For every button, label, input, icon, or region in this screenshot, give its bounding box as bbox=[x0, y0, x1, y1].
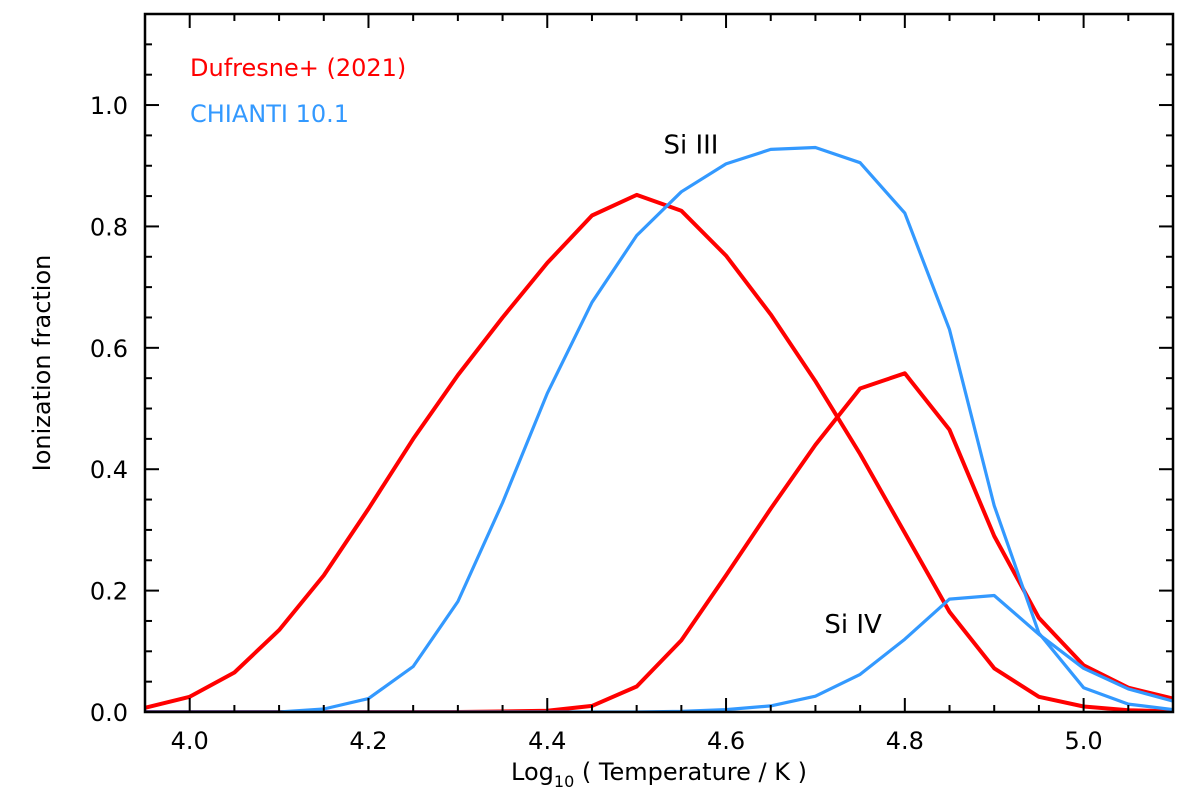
x-axis-title-subscript: 10 bbox=[554, 772, 574, 791]
legend-entry-dufresne: Dufresne+ (2021) bbox=[190, 54, 406, 82]
legend-entry-chianti: CHIANTI 10.1 bbox=[190, 100, 349, 128]
y-tick-label: 0.8 bbox=[90, 213, 128, 241]
tick-labels-layer: 4.0 4.2 4.4 4.6 4.8 5.0 0.0 0.2 0.4 0.6 0.8 1.0 bbox=[90, 92, 1103, 755]
x-tick-label: 4.4 bbox=[528, 727, 566, 755]
x-tick-label: 4.0 bbox=[171, 727, 209, 755]
annotation-si-iv: Si IV bbox=[824, 610, 882, 640]
y-tick-label: 0.0 bbox=[90, 699, 128, 727]
plot-frame bbox=[143, 12, 1175, 714]
series-line-1 bbox=[145, 371, 1173, 712]
x-tick-label: 4.2 bbox=[349, 727, 387, 755]
y-tick-label: 1.0 bbox=[90, 92, 128, 120]
x-tick-label: 4.6 bbox=[707, 727, 745, 755]
x-axis-title-log: Log bbox=[511, 758, 554, 786]
series-line-3 bbox=[145, 593, 1173, 712]
series-line-2 bbox=[145, 145, 1173, 712]
series-layer bbox=[145, 145, 1173, 712]
x-axis-title: Log10 ( Temperature / K ) bbox=[511, 758, 807, 791]
annotation-si-iii: Si III bbox=[663, 131, 718, 161]
x-tick-label: 5.0 bbox=[1065, 727, 1103, 755]
x-axis-title-rest: ( Temperature / K ) bbox=[574, 758, 807, 786]
x-tick-label: 4.8 bbox=[886, 727, 924, 755]
y-axis-title: Ionization fraction bbox=[28, 255, 56, 472]
series-line-0 bbox=[145, 192, 1173, 712]
y-tick-label: 0.2 bbox=[90, 578, 128, 606]
y-tick-label: 0.6 bbox=[90, 335, 128, 363]
y-tick-label: 0.4 bbox=[90, 456, 128, 484]
